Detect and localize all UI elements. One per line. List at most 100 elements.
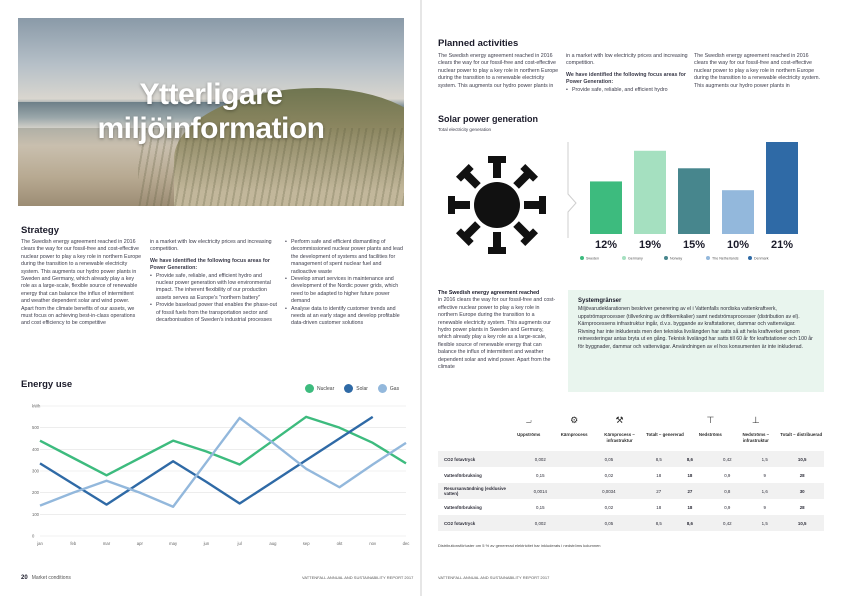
table-cell: 9 <box>763 504 766 510</box>
table-cell: 0,9 <box>724 472 731 478</box>
sun-icon <box>448 156 546 254</box>
planned-col2-list: Provide safe, reliable, and efficient hy… <box>566 87 688 95</box>
table-cell: 28 <box>799 472 805 478</box>
strategy-col2-bullet: Provide baseload power that enables the … <box>150 302 278 324</box>
legend-label: Norway <box>670 257 682 261</box>
planned-col2-bullet: Provide safe, reliable, and efficient hy… <box>566 87 688 95</box>
table-cell: 10,5 <box>780 515 824 531</box>
impact-table-body: CO2 fotavtryck 0,002 0,05 8,5 8,6 0,42 1,5 10,5… <box>438 451 824 531</box>
bar-norway <box>678 168 710 234</box>
y-tick-label: kWh <box>32 404 41 409</box>
header-upstream: ⏗ Uppströms <box>506 414 551 443</box>
planned-col2-intro: in a market with low electricity prices … <box>566 53 688 67</box>
planned-col2: in a market with low electricity prices … <box>566 53 688 94</box>
x-tick-label: sep <box>303 541 310 546</box>
strategy-col2-list: Provide safe, reliable, and efficient hy… <box>150 273 278 325</box>
x-tick-label: aug <box>269 541 277 546</box>
header-label: Totalt – distribuerad <box>780 432 823 437</box>
header-total-generated: Totalt – genererad <box>642 414 687 443</box>
info-box-title: Systemgränser <box>578 298 622 304</box>
table-cell: 0,05 <box>574 451 644 467</box>
core-infrastructure-icon: ⚒ <box>615 415 624 425</box>
legend-label: Nuclear <box>317 385 335 392</box>
solar-bar-chart: 12% Sweden 19% Germany 15% Norway 10% The Nethe… <box>567 142 798 261</box>
page-number: 20 <box>21 575 28 581</box>
legend-swatch-icon <box>344 384 354 393</box>
table-cell: 1,6 <box>749 483 781 499</box>
table-cell: 0,0014 <box>506 483 575 499</box>
table-cell: 9 <box>763 472 766 478</box>
table-cell: 8,5 <box>643 515 675 531</box>
legend-swatch-icon <box>580 256 584 260</box>
row-label: Vattenförbrukning <box>444 504 482 510</box>
left-footer: 20 Market conditions <box>21 575 71 581</box>
upstream-icon: ⏗ <box>525 415 532 425</box>
strategy-col3-list: Perform safe and efficient dismantling o… <box>285 239 407 328</box>
footer-section: Market conditions <box>31 575 71 581</box>
bar-value-label: 15% <box>683 239 705 251</box>
legend-label: The Netherlands <box>712 257 739 261</box>
bar-value-label: 21% <box>771 239 793 251</box>
table-cell: 0,05 <box>574 515 644 531</box>
strategy-col2-bullet: Provide safe, reliable, and efficient hy… <box>150 273 278 303</box>
header-downstream-infrastructure: ⊥ Nedströms – infrastruktur <box>733 414 778 443</box>
downstream-infrastructure-icon: ⊥ <box>751 415 760 425</box>
table-cell: 0,02 <box>604 472 614 478</box>
strategy-heading: Strategy <box>21 225 60 236</box>
downstream-icon: ⊤ <box>706 415 715 425</box>
header-spacer <box>438 414 506 443</box>
bar-the-netherlands <box>722 190 754 234</box>
x-tick-label: mar <box>103 541 111 546</box>
x-tick-label: nov <box>369 541 377 546</box>
x-tick-label: may <box>169 541 178 546</box>
system-boundaries-box: Systemgränser Miljövarudeklarationen bes… <box>568 290 824 392</box>
x-tick-label: apr <box>137 541 144 546</box>
table-cell: 8,6 <box>674 451 706 467</box>
bar-value-label: 10% <box>727 239 749 251</box>
table-cell: 0,02 <box>604 504 614 510</box>
bar-chart-bracket <box>567 142 577 238</box>
page-gutter <box>420 0 422 596</box>
header-label: Kärnprocess <box>560 432 588 437</box>
table-row: CO2 fotavtryck 0,002 0,05 8,5 8,6 0,42 1,5 10,5 <box>438 451 824 467</box>
legend-item-gas: Gas <box>377 384 399 393</box>
total-distributed-icon <box>779 414 824 426</box>
strategy-col3: Perform safe and efficient dismantling o… <box>285 239 407 328</box>
table-cell: 30 <box>780 483 824 499</box>
series-line-solar <box>39 415 374 506</box>
legend-swatch-icon <box>748 256 752 260</box>
table-cell: 0,15 <box>536 472 545 478</box>
table-row: Vattenförbrukning 0,15 0,02 18 18 0,9 9 28 <box>438 499 824 515</box>
lower-text-lead: The Swedish energy agreement reached <box>438 290 540 296</box>
energy-use-legend: Nuclear Solar Gas <box>305 384 399 393</box>
hero-grass <box>138 128 404 206</box>
table-cell: 10,5 <box>780 451 824 467</box>
header-label: Nedströms – infrastruktur <box>742 432 770 443</box>
header-label: Kärnprocess – infrastruktur <box>604 432 635 443</box>
strategy-col3-bullet: Perform safe and efficient dismantling o… <box>285 239 407 276</box>
table-cell: 0,0034 <box>574 483 644 499</box>
table-cell: 8,5 <box>643 451 675 467</box>
y-tick-label: 500 <box>32 425 40 430</box>
total-generated-icon <box>642 414 687 426</box>
hero-image: Ytterligare miljöinformation <box>18 18 404 206</box>
planned-col3: The Swedish energy agreement reached in … <box>694 53 821 89</box>
bar-sweden <box>590 181 622 234</box>
legend-label: Germany <box>628 257 643 261</box>
table-cell: 1,5 <box>749 451 781 467</box>
strategy-col3-bullet: Develop smart services in maintenance an… <box>285 276 407 306</box>
energy-use-heading: Energy use <box>21 379 73 390</box>
core-process-icon: ⚙ <box>570 415 579 425</box>
table-footnote: Distributionsförluster om 5 % av generer… <box>438 543 601 548</box>
legend-swatch-icon <box>305 384 314 393</box>
series-line-gas <box>39 416 407 508</box>
table-cell: 0,42 <box>705 515 750 531</box>
hero-title-line2: miljöinformation <box>97 112 326 145</box>
row-label: Resursanvändning (exklusive vatten) <box>438 483 506 499</box>
table-cell: 0,002 <box>506 515 575 531</box>
lower-text: The Swedish energy agreement reached in … <box>438 290 558 371</box>
legend-item-nuclear: Nuclear <box>305 384 334 393</box>
header-total-distributed: Totalt – distribuerad <box>779 414 824 443</box>
table-row: Resursanvändning (exklusive vatten) 0,001… <box>438 483 824 499</box>
